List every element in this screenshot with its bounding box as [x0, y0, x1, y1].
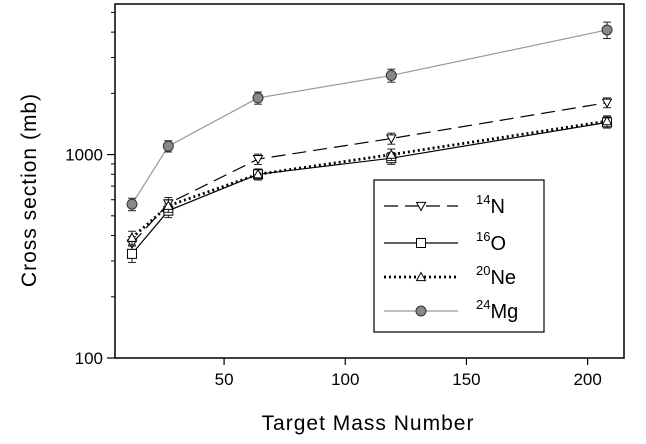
data-point: [385, 149, 397, 159]
y-tick-label: 1000: [65, 146, 103, 165]
data-point: [385, 134, 397, 145]
legend-label-mg: 24Mg: [476, 297, 518, 323]
series-line-ne: [131, 119, 608, 239]
x-tick-label: 50: [215, 370, 234, 389]
x-tick-label: 200: [573, 370, 601, 389]
y-tick-label: 100: [75, 349, 103, 368]
x-tick-label: 150: [452, 370, 480, 389]
data-point: [252, 155, 264, 165]
legend-label-n: 14N: [476, 192, 505, 218]
series-line-mg: [131, 29, 608, 205]
data-point: [126, 232, 138, 242]
plot-area: [114, 3, 625, 359]
legend: 14N 16O 20Ne 24Mg: [373, 179, 545, 333]
data-point: [601, 24, 613, 36]
data-point: [601, 98, 613, 109]
data-point: [252, 92, 264, 104]
data-point: [162, 140, 174, 152]
legend-marker-ne: [415, 271, 427, 282]
x-axis-title: Target Mass Number: [262, 412, 475, 435]
legend-label-ne: 20Ne: [476, 263, 516, 289]
data-point: [252, 168, 264, 179]
legend-label-o: 16O: [476, 229, 506, 255]
data-point: [162, 200, 174, 210]
series-layer: [126, 21, 613, 263]
legend-marker-o: [416, 238, 426, 248]
x-tick-label: 100: [331, 370, 359, 389]
series-ne: [126, 115, 613, 246]
data-point: [385, 69, 397, 81]
legend-box: [373, 179, 545, 333]
data-point: [126, 198, 138, 210]
series-mg: [126, 21, 613, 212]
legend-marker-n: [415, 201, 427, 212]
y-axis-title: Cross section (mb): [18, 93, 41, 287]
axis-ticks: 50 100 150 200 100 1000: [65, 11, 602, 389]
legend-marker-mg: [415, 305, 427, 317]
data-point: [601, 115, 613, 126]
data-point: [126, 248, 137, 259]
